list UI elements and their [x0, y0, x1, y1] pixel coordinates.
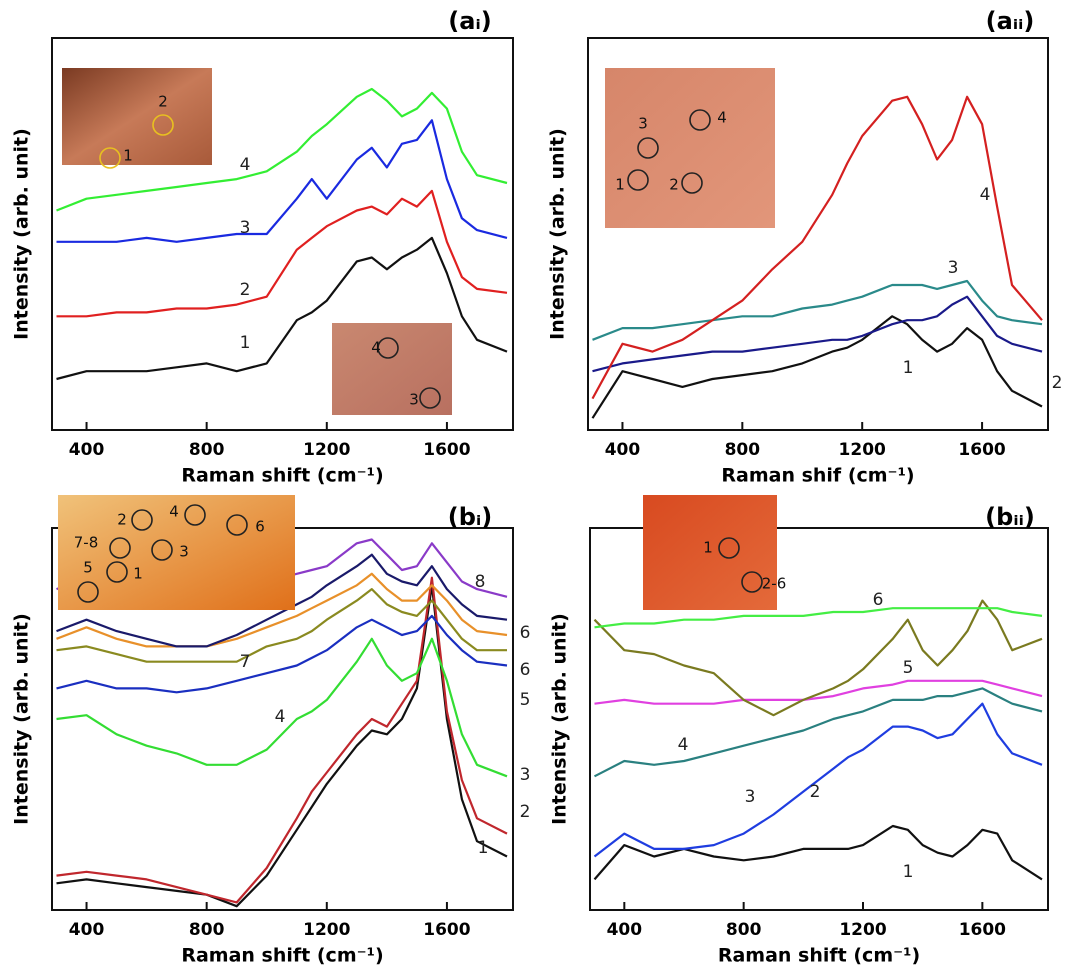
figure: 400 800 1200 1600 Raman shift (cm⁻¹) Intensit… [0, 0, 1072, 974]
inset-photo [605, 68, 775, 228]
inset-label: 3 [409, 391, 419, 409]
x-tick-label: 400 [69, 440, 105, 460]
x-axis-label: Raman shift (cm⁻¹) [181, 945, 383, 967]
series-label: 1 [478, 838, 489, 858]
y-axis-label: Intensity (arb. unit) [11, 128, 33, 340]
x-tick-label: 400 [69, 920, 105, 940]
inset-label: 2 [158, 93, 168, 111]
panel-title: (aᵢ) [448, 7, 491, 35]
annotation: 6 [520, 623, 531, 643]
panel-title: (aᵢᵢ) [986, 7, 1035, 35]
x-tick-label: 1600 [423, 440, 470, 460]
series-label: 2 [810, 782, 821, 802]
series-label: 1 [240, 333, 251, 353]
inset-photo [332, 323, 452, 415]
inset-label: 7-8 [74, 534, 99, 552]
inset-label: 3 [638, 115, 648, 133]
x-axis-label: Raman shift (cm⁻¹) [718, 945, 920, 967]
y-axis-label: Intensity (arb. unit) [11, 613, 33, 825]
spectrum-line [595, 826, 1043, 879]
panel-title: (bᵢᵢ) [985, 503, 1035, 531]
series-label: 1 [903, 358, 914, 378]
inset-label: 4 [717, 109, 727, 127]
series-label: 4 [678, 735, 689, 755]
x-tick-label: 400 [607, 920, 643, 940]
x-tick-label: 1600 [958, 440, 1005, 460]
panel-title: (bᵢ) [448, 503, 492, 531]
series-label: 6 [873, 590, 884, 610]
inset-label: 4 [169, 503, 179, 521]
series-label: 3 [520, 765, 531, 785]
series-label: 4 [980, 185, 991, 205]
spectrum-line [593, 316, 1043, 418]
series-label: 3 [948, 258, 959, 278]
inset-label: 2-6 [762, 575, 787, 593]
series-label: 4 [275, 707, 286, 727]
inset-label: 3 [179, 543, 189, 561]
inset-label: 2 [669, 176, 679, 194]
x-tick-label: 1200 [839, 920, 886, 940]
series-label: 3 [745, 787, 756, 807]
inset-label: 5 [83, 559, 93, 577]
x-tick-label: 1200 [303, 440, 350, 460]
series-label: 5 [520, 690, 531, 710]
inset-label: 1 [123, 147, 133, 165]
series-label: 8 [475, 572, 486, 592]
spectrum-line [595, 704, 1043, 857]
x-tick-label: 800 [725, 440, 761, 460]
inset-label: 1 [615, 176, 625, 194]
x-axis-label: Raman shif (cm⁻¹) [721, 465, 914, 487]
spectrum-line [595, 688, 1043, 776]
x-tick-label: 1600 [423, 920, 470, 940]
x-tick-label: 800 [726, 920, 762, 940]
series-label: 2 [1052, 373, 1063, 393]
inset-label: 4 [371, 339, 381, 357]
series-label: 7 [240, 652, 251, 672]
x-tick-label: 800 [189, 920, 225, 940]
series-label: 3 [240, 218, 251, 238]
series-label: 2 [520, 802, 531, 822]
x-axis-label: Raman shift (cm⁻¹) [181, 465, 383, 487]
x-tick-label: 400 [605, 440, 641, 460]
y-axis-label: Intensity (arb. unit) [547, 128, 569, 340]
inset-label: 2 [117, 511, 127, 529]
inset-label: 1 [703, 539, 713, 557]
series-label: 2 [240, 280, 251, 300]
series-label: 6 [520, 660, 531, 680]
series-label: 4 [240, 155, 251, 175]
x-tick-label: 1600 [959, 920, 1006, 940]
x-tick-label: 800 [189, 440, 225, 460]
spectrum-line [595, 681, 1043, 704]
x-tick-label: 1200 [303, 920, 350, 940]
inset-label: 6 [255, 518, 265, 536]
x-tick-label: 1200 [839, 440, 886, 460]
y-axis-label: Intensity (arb. unit) [549, 613, 571, 825]
spectrum-line [593, 281, 1043, 340]
inset-photo [62, 68, 212, 165]
series-label: 1 [903, 862, 914, 882]
series-label: 5 [903, 658, 914, 678]
inset-label: 1 [133, 565, 143, 583]
